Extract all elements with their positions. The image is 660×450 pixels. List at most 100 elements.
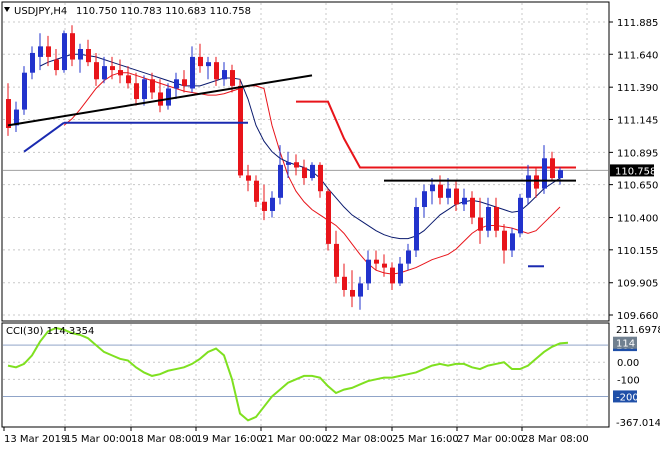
price-tick-label: 109.905: [617, 279, 658, 290]
candle-body: [198, 56, 203, 67]
candle-body: [454, 188, 459, 205]
trendlines[interactable]: [7, 74, 576, 268]
candle-body: [334, 243, 339, 277]
time-tick-label: 25 Mar 16:00: [392, 434, 459, 445]
cci-max-value: 211.6978: [616, 325, 660, 336]
candle-body: [118, 70, 123, 76]
price-tick-label: 110.650: [617, 181, 658, 192]
candle-body: [406, 250, 411, 264]
trendline[interactable]: [23, 121, 65, 153]
candle-body: [374, 259, 379, 264]
candle-body: [534, 175, 539, 189]
candle-body: [214, 62, 219, 80]
candle-body: [262, 201, 267, 211]
time-tick-label: 27 Mar 00:00: [457, 434, 524, 445]
candle-body: [166, 88, 171, 106]
candle-body: [110, 66, 115, 71]
candle-body: [182, 79, 187, 86]
last-price-tag: 110.758: [610, 164, 656, 177]
candle-body: [206, 62, 211, 67]
cci-level-lines: [3, 344, 608, 397]
time-tick-label: 13 Mar 2019: [4, 434, 67, 445]
time-tick-label: 19 Mar 16:00: [196, 434, 263, 445]
candle-body: [422, 191, 427, 208]
candle-body: [518, 197, 523, 234]
candle-body: [414, 207, 419, 251]
ohlc-readout: 110.750 110.783 110.683 110.758: [76, 6, 251, 17]
candle-body: [350, 289, 355, 297]
vertical-grid: [64, 3, 588, 426]
candle-body: [462, 197, 467, 205]
chart-header: USDJPY,H4 110.750 110.783 110.683 110.75…: [4, 6, 251, 17]
cci-level-tag-bg: [613, 390, 637, 403]
candle-body: [550, 158, 555, 179]
candle-body: [94, 62, 99, 80]
price-tick-label: 110.155: [617, 246, 658, 257]
candle-body: [102, 66, 107, 80]
candle-body: [286, 162, 291, 165]
candle-body: [158, 92, 163, 106]
cci-current-tag-bg: [613, 336, 637, 349]
time-tick-label: 18 Mar 08:00: [131, 434, 198, 445]
price-tick-label: 110.895: [617, 148, 658, 159]
candle-body: [254, 180, 259, 202]
candle-body: [14, 109, 19, 126]
candle-body: [54, 59, 59, 71]
candle-body: [78, 48, 83, 60]
price-tick-label: 111.390: [617, 83, 658, 94]
time-tick-label: 28 Mar 08:00: [522, 434, 589, 445]
candle-body: [542, 158, 547, 189]
last-price-tag-bg: [610, 164, 654, 177]
candle-body: [398, 263, 403, 284]
cci-level-label: 0.00: [617, 358, 639, 369]
time-tick-label: 22 Mar 08:00: [326, 434, 393, 445]
candle-body: [366, 259, 371, 284]
candle-body: [502, 230, 507, 251]
candle-body: [294, 162, 299, 168]
candle-body: [30, 52, 35, 73]
price-horizontal-grid: [3, 21, 608, 316]
candle-body: [430, 184, 435, 192]
resistance-step-line: [296, 100, 576, 169]
candle-body: [238, 85, 243, 176]
candle-body: [326, 191, 331, 244]
trendline[interactable]: [7, 74, 313, 127]
candle-body: [342, 276, 347, 290]
candle-body: [270, 197, 275, 211]
candle-body: [358, 283, 363, 297]
cci-label: CCI(30) 114.3354: [6, 326, 94, 337]
candle-body: [22, 72, 27, 110]
candle-body: [86, 48, 91, 63]
candle-body: [62, 33, 67, 71]
cci-level-label: -100: [617, 375, 640, 386]
candle-body: [246, 175, 251, 181]
cci-indicator-line: [7, 326, 569, 422]
time-tick-label: 21 Mar 00:00: [261, 434, 328, 445]
price-tick-label: 111.145: [617, 115, 658, 126]
price-axis: 111.885 111.640 111.390 111.145 110.895 110.6…: [609, 18, 658, 322]
candle-body: [310, 164, 315, 179]
candle-body: [230, 70, 235, 86]
candle-body: [494, 207, 499, 231]
time-tick-label: 15 Mar 00:00: [65, 434, 132, 445]
candle-body: [190, 56, 195, 89]
candle-body: [70, 33, 75, 60]
candle-body: [150, 79, 155, 93]
symbol-timeframe: USDJPY,H4: [14, 6, 67, 17]
candle-body: [382, 263, 387, 268]
candle-body: [222, 70, 227, 80]
price-tick-label: 111.885: [617, 18, 658, 29]
candlestick-series: [6, 25, 563, 310]
collapse-triangle-icon[interactable]: [4, 7, 10, 12]
candle-body: [38, 46, 43, 57]
cci-min-value: -367.0142: [616, 418, 660, 429]
resistance-step: [296, 100, 576, 169]
candle-body: [318, 164, 323, 192]
candle-body: [302, 167, 307, 179]
candle-body: [486, 207, 491, 231]
candle-body: [134, 83, 139, 100]
candle-body: [278, 164, 283, 198]
candle-body: [470, 197, 475, 218]
